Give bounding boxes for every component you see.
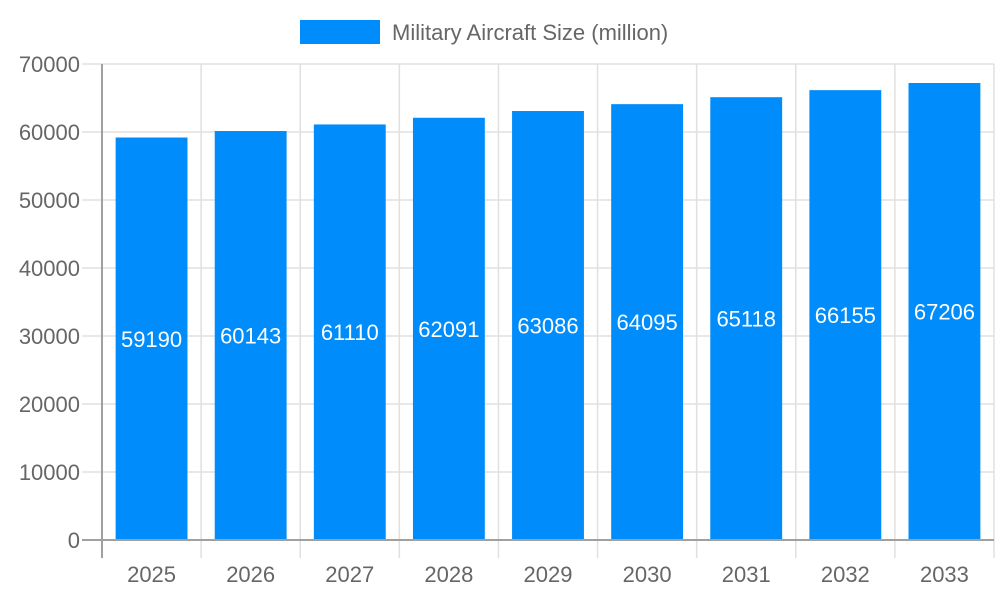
- axes: 0 10000 20000 30000 40000 50000 60000 70000 2025…: [19, 52, 994, 587]
- x-tick-label: 2027: [325, 562, 374, 587]
- data-label: 66155: [815, 303, 876, 328]
- bars: 59190 60143 61110 62091 63086 64095 65118 66155…: [115, 82, 981, 541]
- data-label: 65118: [716, 307, 776, 332]
- x-tick-label: 2026: [226, 562, 275, 587]
- bar: [710, 97, 783, 540]
- x-tick-label: 2030: [623, 562, 672, 587]
- y-tick-label: 70000: [19, 52, 80, 77]
- bar: [611, 104, 684, 541]
- bar: [115, 137, 188, 540]
- y-tick-label: 30000: [19, 324, 80, 349]
- data-label: 60143: [220, 324, 281, 349]
- legend[interactable]: Military Aircraft Size (million): [300, 20, 668, 45]
- bar: [412, 117, 485, 541]
- y-tick-label: 50000: [19, 188, 80, 213]
- bar: [214, 131, 287, 541]
- bar: [512, 111, 584, 540]
- data-label: 67206: [914, 299, 975, 324]
- y-tick-label: 0: [68, 528, 80, 553]
- y-tick-label: 60000: [19, 120, 80, 145]
- bar: [809, 90, 882, 541]
- y-tick-label: 10000: [19, 460, 80, 485]
- legend-swatch: [300, 20, 380, 44]
- x-tick-label: 2031: [722, 562, 771, 587]
- x-tick-label: 2025: [127, 562, 176, 587]
- data-label: 62091: [418, 317, 479, 342]
- data-label: 64095: [617, 310, 678, 335]
- x-tick-label: 2033: [920, 562, 969, 587]
- bar: [908, 82, 981, 540]
- data-label: 59190: [121, 327, 182, 352]
- y-tick-label: 20000: [19, 392, 80, 417]
- x-tick-label: 2029: [524, 562, 573, 587]
- y-tick-label: 40000: [19, 256, 80, 281]
- data-label: 63086: [517, 314, 578, 339]
- data-label: 61110: [321, 320, 379, 345]
- x-tick-label: 2028: [424, 562, 473, 587]
- legend-label: Military Aircraft Size (million): [392, 20, 668, 45]
- x-tick-label: 2032: [821, 562, 870, 587]
- bar: [313, 124, 386, 541]
